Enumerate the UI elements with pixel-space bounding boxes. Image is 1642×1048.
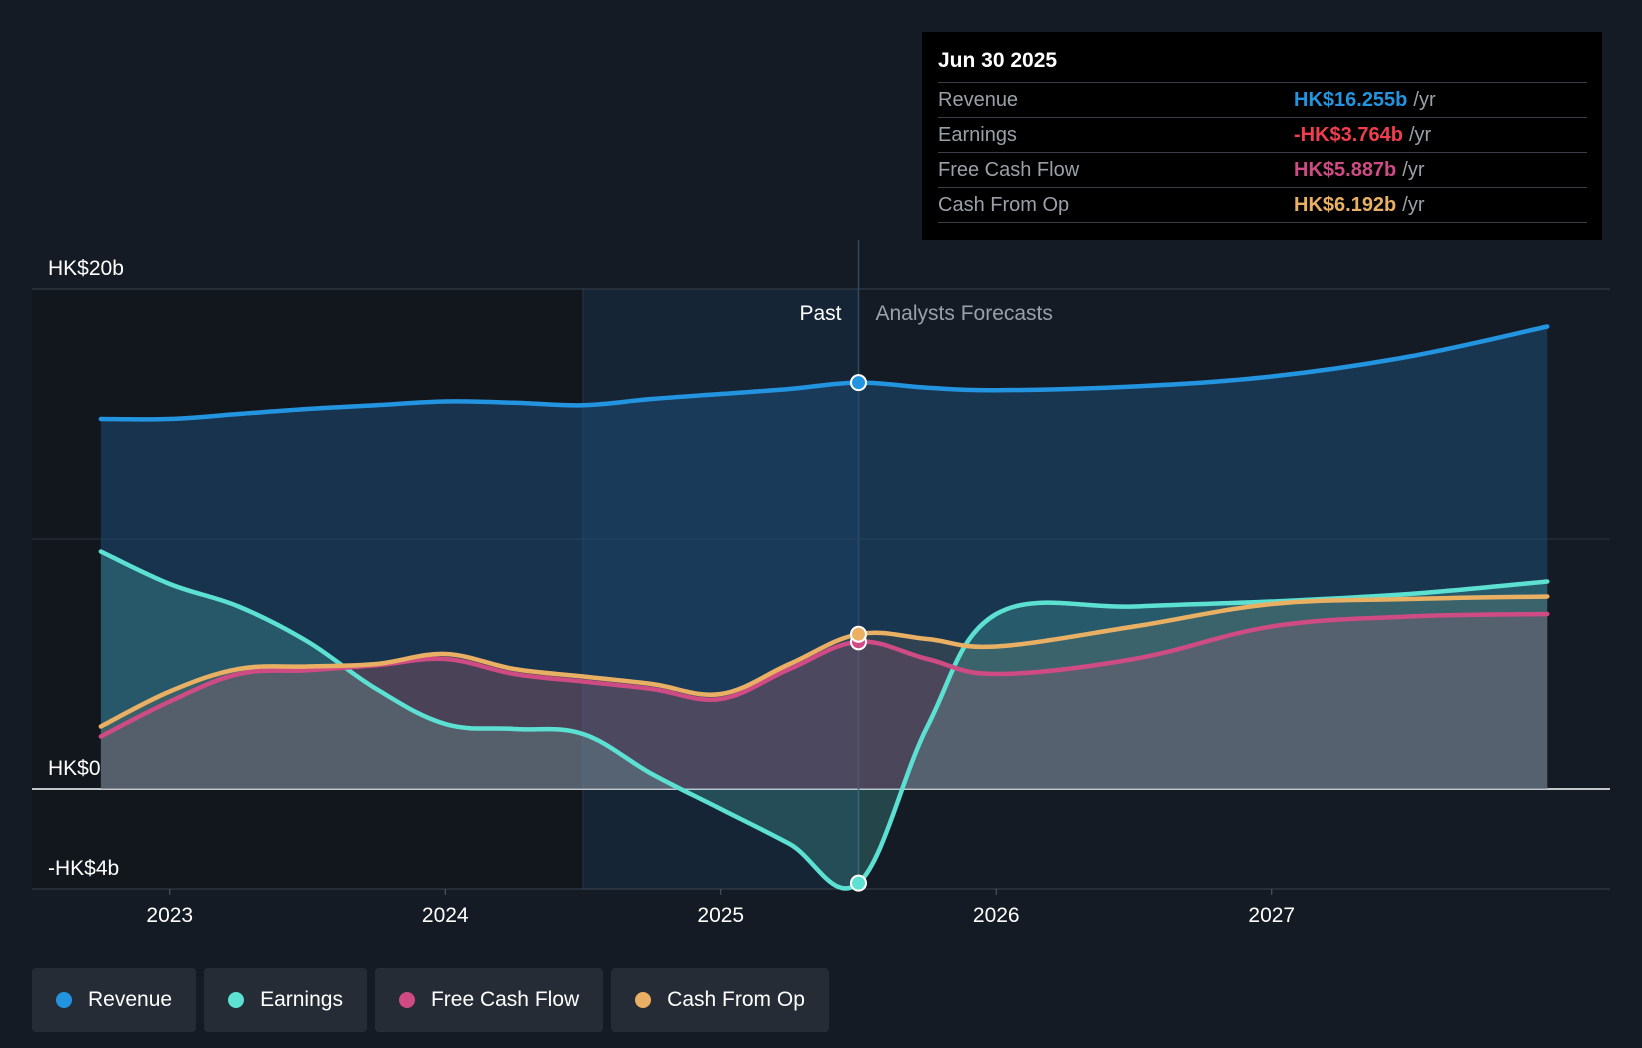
x-tick-label: 2027 [1248,904,1295,927]
tooltip-value: HK$5.887b [1294,158,1397,181]
legend-label: Revenue [88,988,173,1011]
tooltip-label: Revenue [938,88,1019,111]
legend-item-cash-from-op[interactable]: Cash From Op [611,968,829,1032]
series-line-cash-from-op [98,594,1550,729]
tooltip-unit: /yr [1402,193,1425,216]
legend-dot-icon [635,992,652,1008]
legend-dot-icon [56,992,72,1008]
y-tick-label: HK$20b [48,257,124,280]
series-area-earnings [100,551,1548,889]
legend-dot-icon [228,992,245,1008]
tooltip-value: HK$6.192b [1294,193,1397,216]
tooltip-row-cash-from-op: Cash From Op HK$6.192b /yr [938,187,1587,223]
tooltip-label: Earnings [938,123,1017,146]
tooltip-label: Cash From Op [938,193,1070,216]
x-tick-label: 2025 [697,904,744,927]
x-tick-label: 2026 [973,904,1020,927]
x-tick-label: 2024 [422,904,469,927]
y-tick-label: -HK$4b [48,857,119,880]
legend-label: Earnings [260,988,343,1011]
legend-label: Free Cash Flow [430,988,580,1011]
legend-item-earnings[interactable]: Earnings [204,968,367,1032]
data-tooltip: Jun 30 2025 Revenue HK$16.255b /yr Earni… [922,32,1602,240]
y-tick-label: HK$0 [48,757,101,780]
series-area-free-cash-flow [100,614,1548,789]
tooltip-unit: /yr [1413,88,1436,111]
tooltip-date: Jun 30 2025 [938,49,1058,72]
series-line-revenue [98,324,1550,422]
tooltip-label: Free Cash Flow [938,158,1080,181]
marker-revenue [850,374,867,392]
chart-legend: Revenue Earnings Free Cash Flow Cash Fro… [32,968,829,1032]
tooltip-value: HK$16.255b [1294,88,1408,111]
legend-item-revenue[interactable]: Revenue [32,968,197,1032]
legend-item-free-cash-flow[interactable]: Free Cash Flow [374,968,604,1032]
x-tick-label: 2023 [146,904,193,927]
series-line-earnings [98,549,1550,891]
marker-cash-from-op [850,625,867,643]
tooltip-value: -HK$3.764b [1294,123,1403,146]
series-line-free-cash-flow [98,611,1550,739]
forecast-label: Analysts Forecasts [876,302,1053,325]
legend-label: Cash From Op [667,988,805,1011]
series-area-cash-from-op [100,596,1548,789]
marker-earnings [850,874,867,892]
tooltip-row-free-cash-flow: Free Cash Flow HK$5.887b /yr [938,152,1587,187]
tooltip-row-revenue: Revenue HK$16.255b /yr [938,82,1587,117]
tooltip-unit: /yr [1402,158,1425,181]
series-area-revenue [100,326,1548,789]
tooltip-row-earnings: Earnings -HK$3.764b /yr [938,117,1587,152]
legend-dot-icon [398,992,415,1008]
past-label: Past [799,302,841,325]
tooltip-unit: /yr [1408,123,1432,146]
